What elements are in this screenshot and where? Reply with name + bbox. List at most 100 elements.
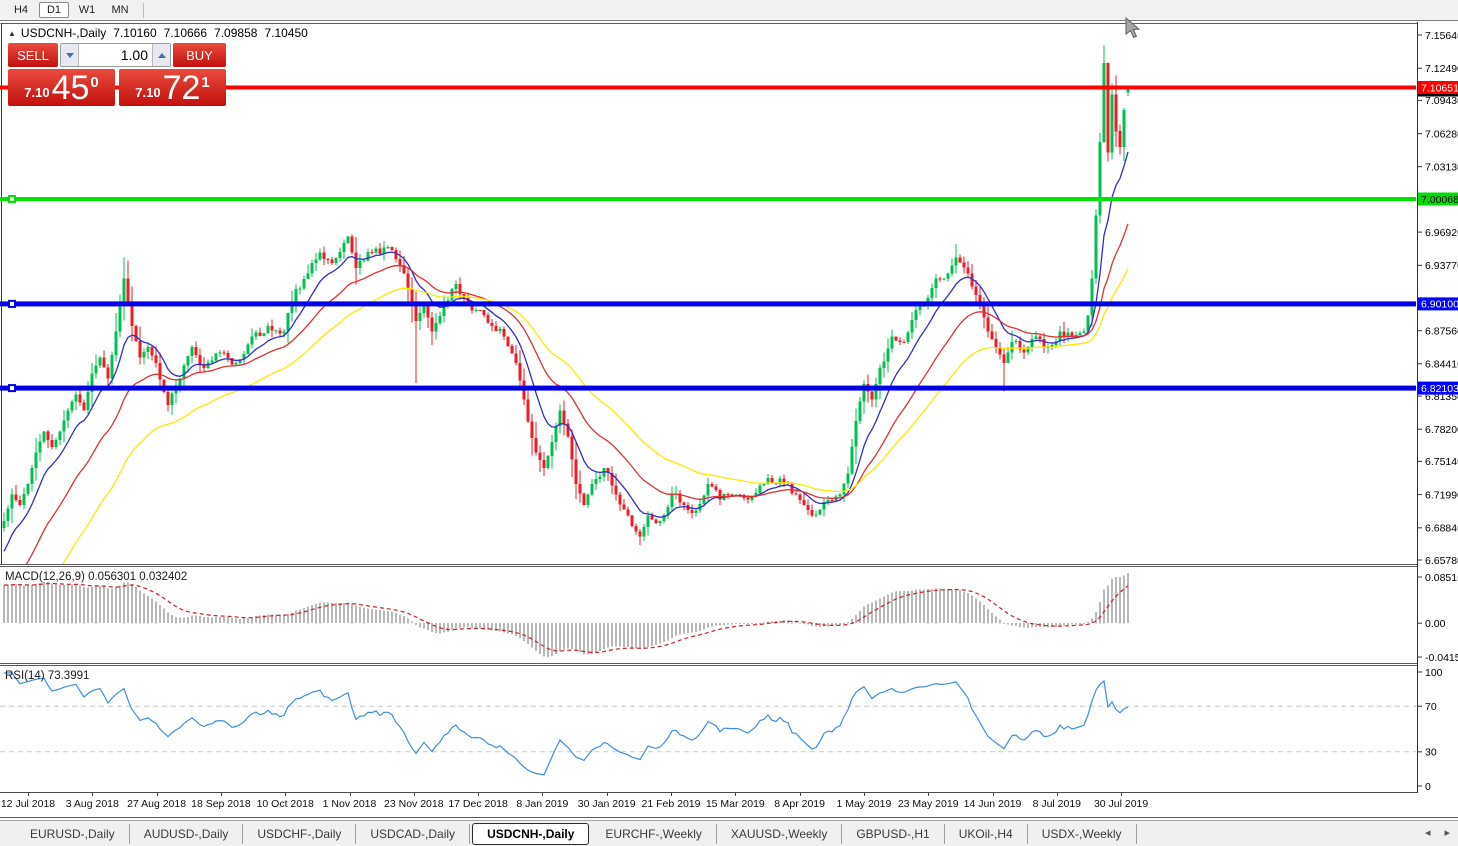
timeframe-button-mn[interactable]: MN (111, 4, 129, 16)
date-axis-tick (928, 793, 930, 796)
timeframe-toolbar: H4 D1 W1 MN (0, 0, 1458, 21)
date-axis-tick (863, 793, 865, 796)
horizontal-line-6.90100 (0, 301, 1416, 307)
buy-price-prefix: 7.10 (135, 85, 161, 100)
date-axis-label: 12 Jul 2018 (0, 798, 56, 810)
volume-increase-button[interactable] (152, 44, 170, 66)
ohlc-open: 7.10160 (113, 26, 157, 40)
tab-scroll-left-icon[interactable]: ◂ (1424, 827, 1431, 839)
timeframe-button-d1[interactable]: D1 (39, 2, 69, 18)
svg-text:7.00068: 7.00068 (1421, 194, 1458, 206)
date-axis-tick (413, 793, 415, 796)
macd-indicator-pane[interactable]: 0.085164 0.00 -0.04159 MACD(12,26,9) 0.0563… (0, 567, 1458, 663)
svg-text:100: 100 (1425, 667, 1443, 679)
date-axis-label: 21 Feb 2019 (641, 798, 701, 810)
rsi-indicator-pane[interactable]: 100 70 30 0 RSI(14) 73.3991 (0, 666, 1458, 792)
sell-button[interactable]: SELL (8, 43, 58, 67)
date-axis-tick (156, 793, 158, 796)
tab-audusd-daily[interactable]: AUDUSD-,Daily (130, 823, 244, 844)
tab-usdcnh-daily[interactable]: USDCNH-,Daily (472, 822, 590, 845)
price-axis-tick: 7.09430 (1425, 95, 1458, 107)
timeframe-button-h4[interactable]: H4 (13, 4, 29, 16)
svg-text:30: 30 (1425, 747, 1437, 759)
date-axis-tick (285, 793, 287, 796)
ohlc-low: 7.09858 (214, 26, 258, 40)
horizontal-line-7.10651 (0, 85, 1416, 90)
buy-button[interactable]: BUY (173, 43, 226, 67)
moving-average-10 (3, 151, 1129, 552)
date-axis-label: 10 Oct 2018 (256, 798, 314, 810)
price-axis-border (1417, 22, 1418, 793)
svg-text:-0.04159: -0.04159 (1425, 652, 1458, 663)
price-axis-tick: 7.12490 (1425, 63, 1458, 75)
sell-price-button[interactable]: 7.10 45 0 (8, 69, 115, 106)
price-label-6.90100 (1417, 297, 1458, 311)
chart-header: ▲ USDCNH-,Daily 7.10160 7.10666 7.09858 … (8, 26, 315, 40)
horizontal-line-6.82103 (0, 385, 1416, 391)
pane-splitter-rsi[interactable] (0, 663, 1418, 666)
macd-histogram (3, 573, 1129, 657)
sell-price-sup: 0 (90, 74, 99, 91)
tab-xauusd-weekly[interactable]: XAUUSD-,Weekly (717, 823, 843, 844)
price-axis-tick: 6.75140 (1425, 456, 1458, 468)
moving-average-45 (62, 268, 1129, 564)
date-axis-label: 1 May 2019 (836, 798, 892, 810)
price-label-7.10651 (1417, 81, 1458, 94)
tab-eurusd-daily[interactable]: EURUSD-,Daily (16, 823, 130, 844)
date-axis-tick (542, 793, 544, 796)
date-axis-tick (1121, 793, 1123, 796)
tab-eurchf-weekly[interactable]: EURCHF-,Weekly (591, 823, 717, 844)
tab-scroll-right-icon[interactable]: ▸ (1444, 827, 1450, 839)
triangle-up-icon (157, 52, 166, 58)
date-axis-label: 27 Aug 2018 (127, 798, 187, 810)
rsi-line (3, 672, 1129, 776)
date-axis-label: 17 Dec 2018 (448, 798, 508, 810)
date-axis-tick (606, 793, 608, 796)
date-axis-label: 18 Sep 2018 (191, 798, 251, 810)
tab-usdcad-daily[interactable]: USDCAD-,Daily (356, 823, 471, 844)
svg-text:6.82103: 6.82103 (1421, 383, 1458, 395)
date-axis-label: 30 Jan 2019 (577, 798, 636, 810)
price-axis-tick: 7.06280 (1425, 128, 1458, 140)
svg-text:0: 0 (1425, 781, 1431, 792)
buy-price-button[interactable]: 7.10 72 1 (119, 69, 226, 106)
price-label-7.00068 (1417, 192, 1458, 206)
date-axis-tick (1056, 793, 1058, 796)
svg-text:0.085164: 0.085164 (1425, 572, 1458, 584)
date-axis-label: 8 Jul 2019 (1032, 798, 1082, 810)
svg-text:6.90100: 6.90100 (1421, 299, 1458, 311)
chart-window: 7.15640 7.12490 7.09430 7.06280 7.03130 6.969… (0, 16, 1458, 819)
symbol-title: USDCNH-,Daily (20, 26, 107, 40)
volume-decrease-button[interactable] (61, 44, 79, 66)
svg-text:0.00: 0.00 (1425, 618, 1446, 630)
collapse-panel-icon[interactable]: ▲ (8, 29, 16, 38)
date-axis-tick (28, 793, 29, 796)
svg-text:70: 70 (1425, 701, 1437, 713)
date-axis-tick (799, 793, 801, 796)
buy-price-big: 72 (162, 69, 201, 107)
volume-stepper (60, 43, 171, 67)
price-axis-tick: 6.84410 (1425, 359, 1458, 371)
price-axis-tick: 6.78200 (1425, 424, 1458, 436)
sell-price-big: 45 (51, 69, 90, 107)
tab-gbpusd-h1[interactable]: GBPUSD-,H1 (842, 823, 945, 844)
price-axis-tick: 6.96920 (1425, 227, 1458, 239)
tab-ukoil-h4[interactable]: UKOil-,H4 (945, 823, 1028, 844)
moving-average-25 (25, 223, 1129, 564)
timeframe-button-w1[interactable]: W1 (78, 4, 96, 16)
main-price-chart[interactable]: 7.15640 7.12490 7.09430 7.06280 7.03130 6.969… (0, 23, 1458, 564)
chart-bottom-border (0, 817, 1458, 818)
date-axis-label: 23 Nov 2018 (384, 798, 444, 810)
horizontal-line-7.00068 (0, 197, 1416, 201)
date-axis: 12 Jul 2018 3 Aug 2018 27 Aug 2018 18 Sep 2… (0, 793, 1458, 817)
date-axis-label: 8 Jan 2019 (516, 798, 569, 810)
volume-input[interactable] (79, 44, 152, 66)
date-axis-label: 30 Jul 2019 (1093, 798, 1149, 810)
triangle-down-icon (65, 52, 74, 58)
tab-usdchf-daily[interactable]: USDCHF-,Daily (243, 823, 357, 844)
tab-usdx-weekly[interactable]: USDX-,Weekly (1028, 823, 1137, 844)
macd-label: MACD(12,26,9) 0.056301 0.032402 (5, 571, 187, 583)
sell-price-prefix: 7.10 (24, 85, 50, 100)
pane-splitter-macd[interactable] (0, 564, 1418, 567)
date-axis-label: 8 Apr 2019 (774, 798, 825, 810)
